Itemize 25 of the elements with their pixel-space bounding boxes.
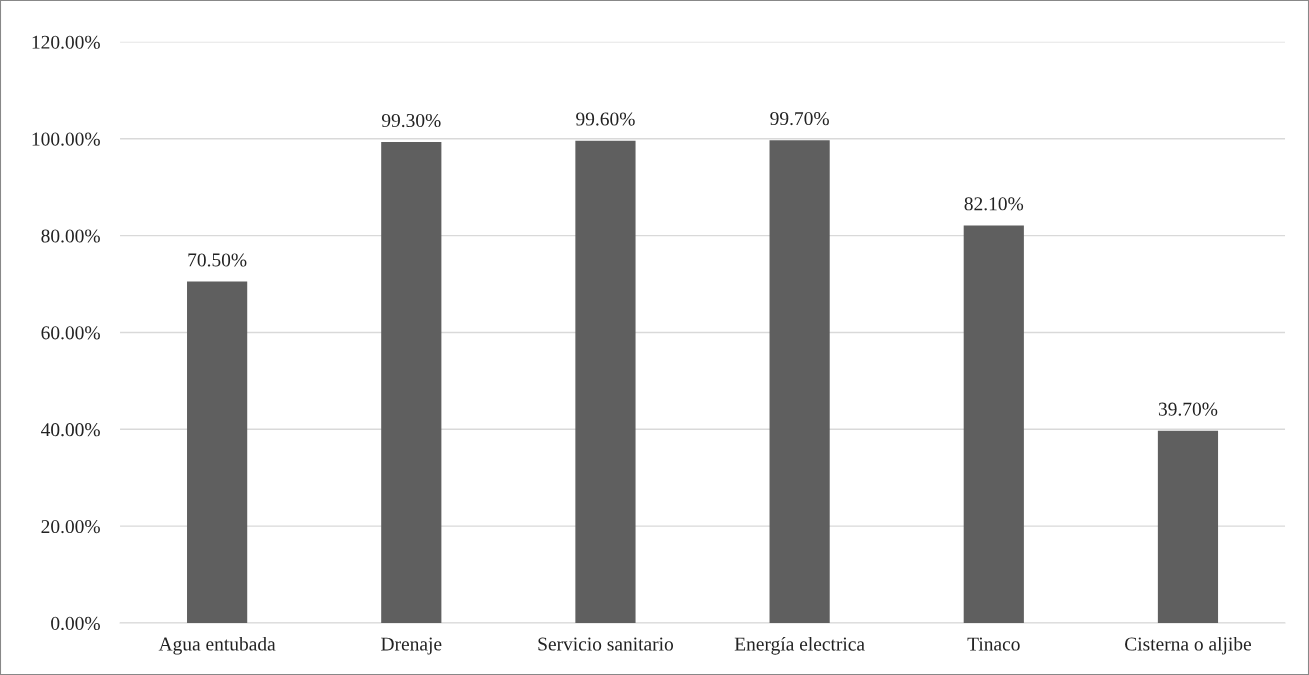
bar	[963, 225, 1024, 624]
x-tick-label: Cisterna o aljibe	[1125, 636, 1251, 655]
y-tick-label: 40.00%	[41, 423, 100, 437]
data-label: 99.30%	[381, 113, 441, 128]
bar	[187, 281, 248, 624]
x-tick-label: Drenaje	[381, 637, 442, 655]
data-label: 70.50%	[188, 253, 247, 267]
y-tick-label: 80.00%	[41, 229, 100, 243]
x-tick-label: Agua entubada	[158, 636, 276, 655]
y-tick-label: 120.00%	[32, 35, 100, 49]
data-label: 99.60%	[576, 112, 635, 126]
x-tick-label: Servicio sanitario	[538, 637, 674, 651]
bar	[381, 142, 442, 624]
bar	[769, 140, 830, 624]
x-tick-label: Tinaco	[967, 637, 1020, 651]
bar	[1157, 430, 1219, 624]
y-tick-label: 20.00%	[41, 519, 100, 534]
y-tick-label: 60.00%	[41, 326, 100, 340]
bar	[575, 140, 636, 624]
data-label: 39.70%	[1158, 402, 1218, 416]
y-tick-label: 100.00%	[32, 132, 100, 146]
x-tick-label: Energía electrica	[734, 636, 865, 655]
data-label: 99.70%	[770, 111, 829, 126]
data-label: 82.10%	[964, 197, 1024, 211]
y-tick-label: 0.00%	[51, 616, 100, 631]
